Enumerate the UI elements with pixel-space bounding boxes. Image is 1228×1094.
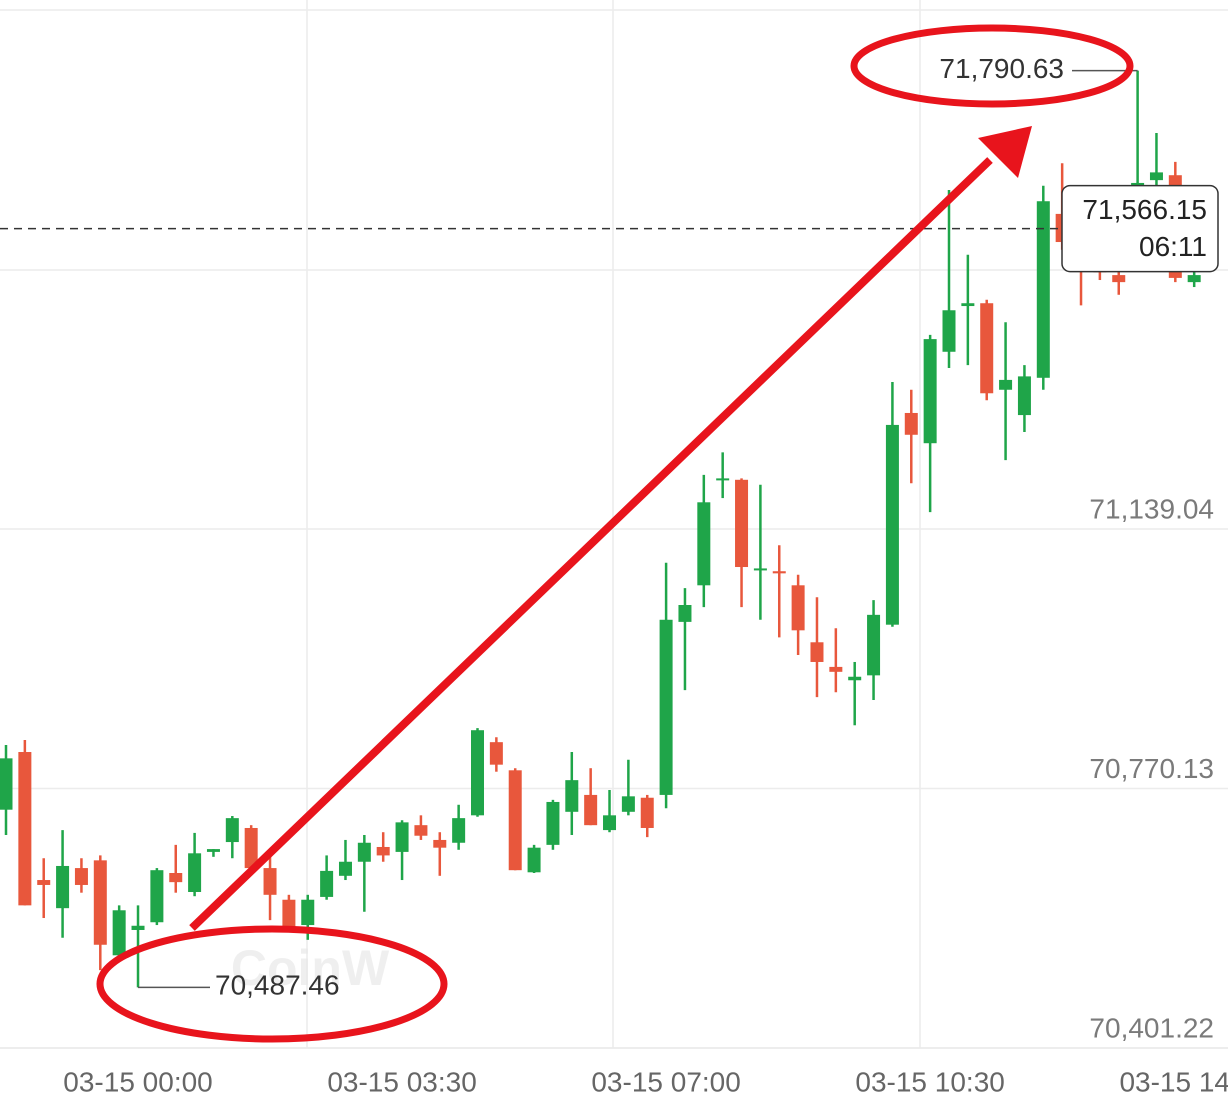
candle-body — [37, 880, 51, 885]
candle-body — [131, 925, 145, 930]
high-label: 71,790.63 — [939, 53, 1064, 84]
highlight-ellipse — [96, 925, 448, 1043]
candle-body — [546, 801, 560, 845]
candle-body — [678, 604, 692, 622]
y-tick-label: 70,770.13 — [1089, 753, 1214, 784]
y-tick-label: 70,401.22 — [1089, 1012, 1214, 1043]
candle-body — [961, 303, 975, 307]
x-tick-label: 03-15 14:00 — [1119, 1066, 1228, 1094]
candle-body — [169, 873, 183, 883]
candle-body — [93, 860, 107, 945]
candle-body — [810, 642, 824, 662]
candle-body — [527, 847, 541, 873]
candle-body — [603, 815, 617, 831]
candle-body — [452, 818, 466, 843]
candle-body — [206, 849, 220, 852]
candle-body — [885, 424, 899, 625]
candle-body — [18, 752, 32, 906]
candle-body — [640, 797, 654, 828]
candle-body — [508, 770, 522, 871]
candle-body — [244, 827, 258, 869]
candle-body — [301, 899, 315, 926]
candle-body — [357, 842, 371, 862]
candle-body — [188, 853, 202, 892]
candle-body — [225, 818, 239, 843]
candle-body — [433, 839, 447, 848]
candle-body — [1131, 182, 1145, 186]
candle-body — [1149, 172, 1163, 181]
candle-body — [980, 303, 994, 394]
candle-body — [282, 899, 296, 928]
candle-body — [1017, 376, 1031, 416]
candle-body — [829, 666, 843, 672]
candle-body — [999, 379, 1013, 390]
x-tick-label: 03-15 00:00 — [63, 1066, 212, 1094]
candle-body — [659, 619, 673, 795]
candle-body — [584, 794, 598, 826]
candle-body — [942, 310, 956, 352]
candle-body — [716, 478, 730, 481]
candle-body — [923, 339, 937, 444]
x-tick-label: 03-15 03:30 — [327, 1066, 476, 1094]
trend-arrow — [189, 157, 993, 931]
candle-body — [791, 585, 805, 631]
candle-body — [565, 780, 579, 812]
candle-body — [1036, 201, 1050, 378]
grid-layer: 70,401.22 70,770.13 71,139.04 03-15 00:00 03… — [0, 493, 1228, 1094]
candle-body — [338, 861, 352, 876]
candle-body — [320, 870, 334, 897]
highlight-ellipse — [850, 24, 1134, 108]
candle-body — [848, 676, 862, 681]
candle-body — [904, 412, 918, 435]
candle-body — [376, 846, 390, 856]
candle-body — [1187, 275, 1201, 283]
annotation-drawing — [96, 24, 1134, 1043]
candle-body — [1112, 275, 1126, 283]
current-price-box — [1061, 184, 1219, 273]
candle-body — [150, 870, 164, 923]
candle-body — [697, 502, 711, 586]
candle-body — [263, 868, 277, 895]
candle-body — [395, 822, 409, 852]
candle-body — [867, 614, 881, 676]
candle-body — [772, 571, 786, 574]
arrow-head — [978, 126, 1032, 178]
candle-body — [735, 479, 749, 568]
x-tick-label: 03-15 10:30 — [855, 1066, 1004, 1094]
candle-body — [753, 568, 767, 571]
candle-body — [74, 868, 88, 885]
candle-body — [112, 910, 126, 956]
candle-body — [56, 865, 70, 909]
candle-body — [414, 825, 428, 836]
overlay-layer: 71,790.63 70,487.46 71,566.15 06:11 — [0, 53, 1219, 1001]
low-label: 70,487.46 — [215, 970, 340, 1001]
x-tick-label: 03-15 07:00 — [591, 1066, 740, 1094]
y-tick-label: 71,139.04 — [1089, 493, 1214, 524]
candle-body — [621, 796, 635, 812]
countdown-label: 06:11 — [1139, 231, 1207, 262]
candle-body — [0, 758, 13, 810]
candle-body — [489, 742, 503, 765]
current-price-label: 71,566.15 — [1082, 194, 1207, 225]
candle-body — [471, 730, 484, 816]
watermark: CoinW — [231, 940, 390, 996]
candles-layer — [0, 70, 1201, 988]
